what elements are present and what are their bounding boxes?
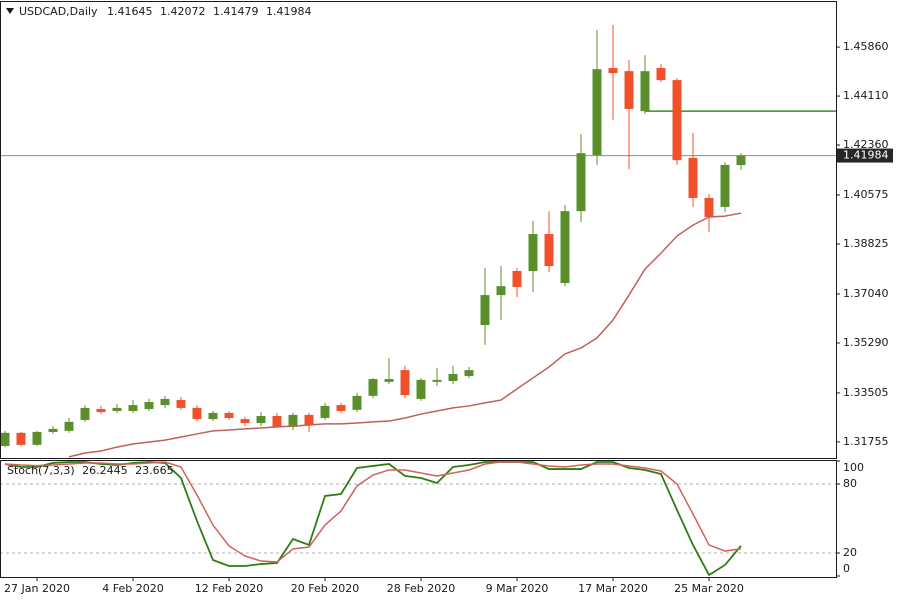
candle-body (32, 431, 42, 445)
candle-body (160, 398, 170, 406)
bid-price-label: 1.41984 (843, 149, 889, 162)
candle-body (112, 407, 122, 411)
candle-body (320, 405, 330, 418)
time-label: 17 Mar 2020 (578, 582, 648, 595)
candle-body (208, 412, 218, 420)
high-value: 1.42072 (160, 5, 206, 18)
candle-body (256, 416, 266, 424)
close-value: 1.41984 (266, 5, 312, 18)
price-tick-label: 1.45860 (843, 40, 889, 53)
price-tick-label: 1.35290 (843, 336, 889, 349)
stoch-line (4, 461, 742, 563)
candle-body (144, 402, 154, 410)
candle-body (416, 379, 426, 399)
stoch-plot (1, 461, 836, 577)
stoch-panel-border (0, 460, 837, 578)
candle-body (624, 71, 634, 109)
candle-body (640, 71, 650, 112)
stoch-tick-label: 0 (843, 562, 850, 575)
symbol-title: USDCAD,Daily (19, 5, 98, 18)
main-panel-border (0, 1, 837, 459)
stoch-tick-label: 100 (843, 461, 864, 474)
main-plot (1, 24, 836, 458)
stoch-signal-value: 23.665 (135, 464, 174, 477)
time-label: 12 Feb 2020 (195, 582, 263, 595)
candle-body (352, 395, 362, 410)
candle-body (608, 68, 618, 74)
candle-body (48, 428, 58, 432)
candle-body (192, 407, 202, 420)
time-label: 25 Mar 2020 (674, 582, 744, 595)
axes: 1.45860 1.44110 1.42360 1.40575 1.38825 1.370… (4, 40, 893, 595)
candle-body (240, 419, 250, 424)
candle-body (368, 379, 378, 396)
candle-body (672, 80, 682, 161)
stoch-header: Stoch(7,3,3) 26.2445 23.665 (7, 464, 174, 477)
candle-body (304, 414, 314, 425)
candle-body (576, 153, 586, 212)
candle-body (128, 405, 138, 411)
chart-header: USDCAD,Daily 1.41645 1.42072 1.41479 1.4… (19, 5, 312, 18)
moving-average (68, 212, 742, 458)
price-tick-label: 1.31755 (843, 435, 889, 448)
open-value: 1.41645 (107, 5, 153, 18)
candle-body (16, 432, 26, 445)
candle-body (336, 405, 346, 411)
candle-body (64, 421, 74, 431)
candle-body (544, 234, 554, 266)
price-tick-label: 1.33505 (843, 386, 889, 399)
candle-body (720, 164, 730, 207)
candle-body (688, 157, 698, 198)
price-tick-label: 1.44110 (843, 89, 889, 102)
price-tick-label: 1.37040 (843, 287, 889, 300)
price-tick-label: 1.40575 (843, 188, 889, 201)
time-label: 20 Feb 2020 (291, 582, 359, 595)
candle-body (512, 271, 522, 287)
price-tick-label: 1.38825 (843, 237, 889, 250)
candle-body (464, 370, 474, 376)
candle-body (224, 412, 234, 418)
candle-body (80, 407, 90, 420)
low-value: 1.41479 (213, 5, 259, 18)
candle-body (288, 414, 298, 427)
candle-body (528, 234, 538, 272)
time-label: 4 Feb 2020 (102, 582, 163, 595)
candle-body (480, 295, 490, 326)
time-label: 27 Jan 2020 (4, 582, 70, 595)
stoch-label: Stoch(7,3,3) (7, 464, 75, 477)
candle-body (448, 374, 458, 382)
candle-body (96, 409, 106, 413)
candle-body (656, 68, 666, 81)
candle-body (560, 211, 570, 284)
candle-body (496, 286, 506, 296)
candle-body (1, 432, 10, 446)
candle-body (400, 370, 410, 396)
candle-body (592, 69, 602, 156)
time-label: 9 Mar 2020 (486, 582, 549, 595)
stoch-main-value: 26.2445 (82, 464, 128, 477)
stoch-tick-label: 80 (843, 477, 857, 490)
symbol-menu-arrow[interactable] (6, 8, 14, 14)
candle-body (176, 400, 186, 408)
bid-price-box (837, 148, 893, 163)
time-label: 28 Feb 2020 (387, 582, 455, 595)
stoch-tick-label: 20 (843, 546, 857, 559)
price-tick-label: 1.42360 (843, 138, 889, 151)
candle-body (432, 379, 442, 382)
candle-body (272, 416, 282, 427)
candle-body (384, 379, 394, 382)
candle-body (704, 197, 714, 217)
candle-body (736, 155, 746, 166)
